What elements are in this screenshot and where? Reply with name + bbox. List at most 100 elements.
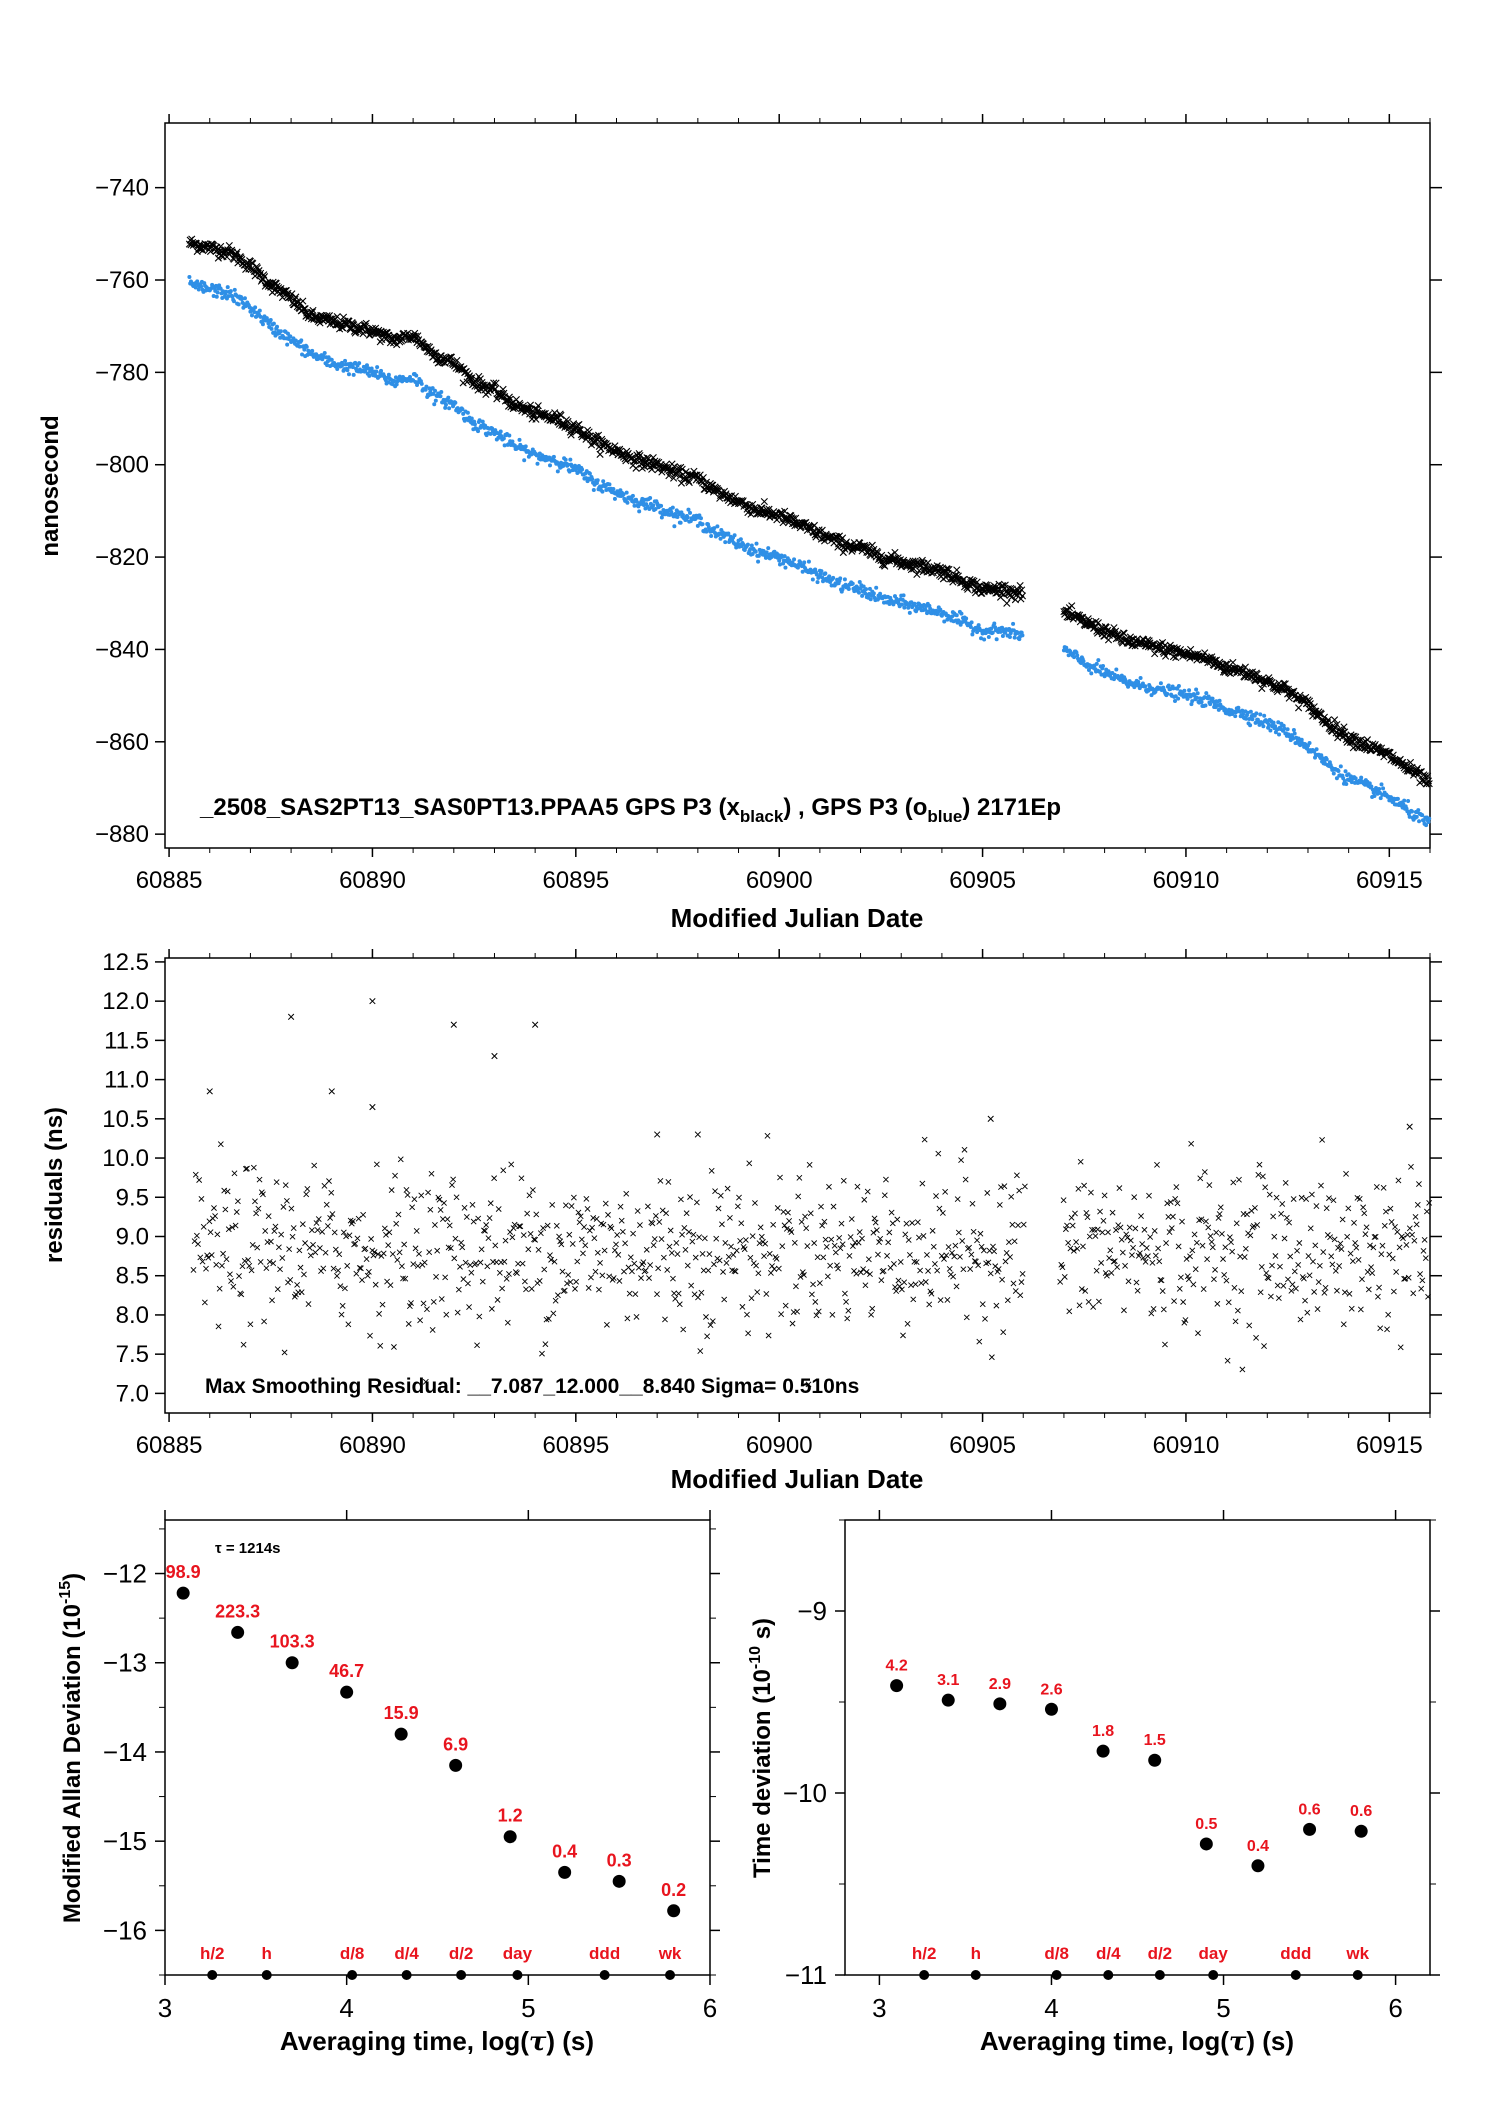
residual-x-point (1133, 1279, 1140, 1286)
black-x-point (1110, 624, 1118, 632)
time-marker-label: d/8 (340, 1944, 365, 1963)
residual-x-point (1294, 1247, 1300, 1254)
residual-x-point (1396, 1244, 1403, 1251)
black-x-point (432, 349, 440, 357)
black-x-point (685, 478, 693, 487)
blue-o-point (345, 368, 350, 373)
deviation-point-label: 46.7 (329, 1661, 364, 1681)
blue-o-point (871, 591, 876, 596)
residual-x-point (848, 1216, 855, 1222)
black-x-point (237, 254, 245, 262)
residual-x-point (647, 1262, 654, 1268)
residual-x-point (304, 1185, 311, 1192)
time-marker-dot (1051, 1970, 1062, 1980)
residual-x-point (903, 1220, 910, 1227)
blue-o-point (907, 610, 912, 615)
residual-x-point (1241, 1254, 1248, 1260)
blue-o-point (1331, 771, 1336, 776)
residual-x-point (1147, 1234, 1154, 1240)
residual-x-point (236, 1273, 242, 1279)
residual-x-point (1146, 1192, 1152, 1199)
residual-x-point (368, 1236, 375, 1242)
time-series-ylabel: nanosecond (37, 415, 64, 556)
residual-x-point (319, 1228, 326, 1235)
residual-x-point (405, 1320, 412, 1327)
y-tick-label: −840 (95, 636, 149, 663)
residual-x-point (310, 1241, 316, 1248)
residual-x-point (385, 1242, 392, 1249)
residual-x-point (976, 1338, 983, 1345)
residual-x-point (1131, 1194, 1138, 1201)
residual-x-point (929, 1227, 936, 1234)
time-series-axes: 60885 60890 60895 60900 60905 60910 60915 −880 −… (95, 114, 1442, 894)
blue-o-point (1187, 688, 1192, 693)
residual-x-point (597, 1259, 603, 1266)
residual-x-point (685, 1228, 692, 1235)
time-marker-dot (1103, 1970, 1114, 1980)
x-tick-label: 60895 (542, 1432, 609, 1459)
time-marker-label: h (262, 1944, 272, 1963)
residual-x-point (889, 1220, 896, 1227)
x-tick-label: 3 (158, 1993, 172, 2023)
blue-o-point (1379, 782, 1384, 787)
residual-x-point (933, 1193, 939, 1199)
blue-o-point (253, 305, 258, 310)
deviation-point-label: 0.4 (1247, 1838, 1269, 1855)
residual-x-point (814, 1254, 821, 1261)
residual-x-point (637, 1222, 643, 1228)
residual-x-point (794, 1308, 801, 1315)
blue-o-point (1143, 684, 1148, 689)
blue-o-point (548, 463, 553, 468)
blue-o-point (357, 361, 362, 366)
blue-o-point (1012, 635, 1017, 640)
blue-o-point (1268, 728, 1273, 733)
residual-x-point (844, 1315, 851, 1322)
residual-x-point (488, 1305, 495, 1312)
residual-x-point (905, 1237, 912, 1243)
residual-x-point (592, 1268, 599, 1275)
blue-o-point (1277, 732, 1282, 737)
residual-x-point (1230, 1179, 1237, 1186)
residual-x-point (256, 1176, 263, 1183)
residual-x-point (425, 1189, 432, 1196)
blue-o-point (439, 390, 444, 395)
residual-x-point (1017, 1292, 1024, 1299)
black-x-point (1172, 654, 1180, 662)
residual-x-point (1206, 1182, 1213, 1188)
residual-x-point (873, 1227, 880, 1234)
residual-x-point (566, 1231, 573, 1238)
residual-x-point (660, 1254, 667, 1261)
blue-o-point (601, 479, 606, 484)
residual-x-point (559, 1268, 566, 1275)
deviation-point (1251, 1859, 1265, 1873)
residual-x-point (228, 1278, 234, 1284)
residual-x-point (802, 1213, 808, 1220)
residual-x-point (1381, 1222, 1388, 1229)
blue-o-point (1138, 675, 1143, 680)
residual-x-point (962, 1176, 969, 1183)
residual-x-point (220, 1250, 227, 1257)
residual-x-point (271, 1228, 278, 1235)
blue-o-point (630, 493, 635, 498)
residual-x-point (796, 1174, 803, 1181)
residual-x-point (190, 1267, 197, 1273)
residual-x-point (893, 1288, 900, 1294)
residual-x-point (1105, 1229, 1111, 1236)
residual-x-point (1016, 1187, 1023, 1194)
residual-x-point (1223, 1277, 1230, 1284)
residual-x-point (1162, 1341, 1168, 1348)
residual-x-point (766, 1250, 773, 1257)
allan-ylabel: Modified Allan Deviation (10-15) (57, 1573, 86, 1923)
residual-x-point (1073, 1239, 1080, 1245)
x-tick-label: 60890 (339, 1432, 406, 1459)
blue-o-point (864, 587, 869, 592)
deviation-point (449, 1758, 463, 1772)
residual-x-point (1375, 1293, 1381, 1300)
residual-x-point (881, 1192, 888, 1199)
residual-x-point (1139, 1241, 1146, 1247)
blue-o-point (624, 490, 629, 495)
residual-x-point (279, 1255, 286, 1261)
blue-o-point (815, 580, 820, 585)
residual-x-point (580, 1250, 586, 1257)
residual-x-point (856, 1229, 863, 1235)
